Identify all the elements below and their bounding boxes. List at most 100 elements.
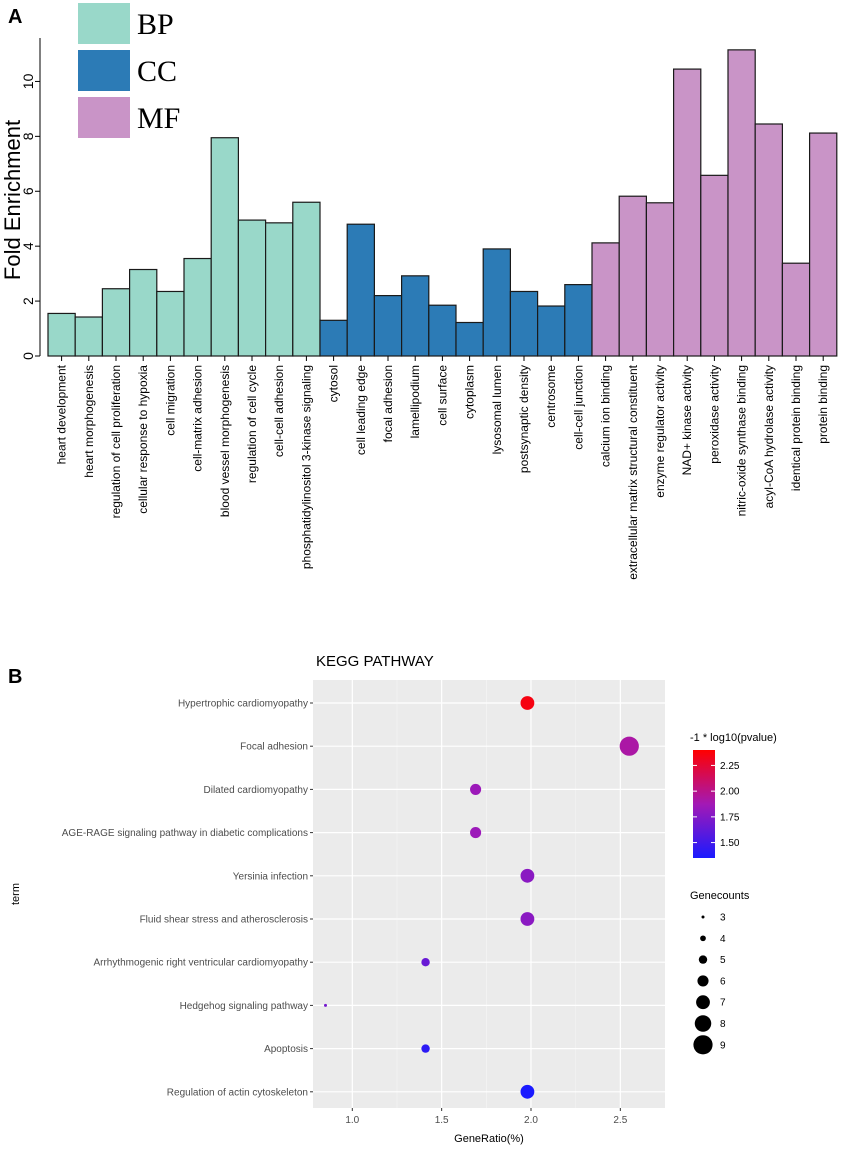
bar [101, 288, 131, 357]
bar [727, 49, 756, 357]
x-tick-label: cell surface [435, 365, 449, 426]
kegg-dot-plot-panel: KEGG PATHWAY Hypertrophic cardiomyopathy… [10, 653, 777, 1145]
y-tick-label: 0 [20, 352, 36, 360]
x-axis: heart development heart morphogenesis regu… [55, 356, 830, 580]
bar [591, 242, 620, 357]
x-tick-label: 2.0 [524, 1115, 538, 1126]
x-tick-label: heart morphogenesis [82, 365, 96, 478]
plot-background [313, 680, 665, 1108]
bar [672, 68, 702, 357]
point [324, 1003, 328, 1007]
x-tick-label: regulation of cell cycle [245, 365, 259, 483]
chart-title: KEGG PATHWAY [316, 653, 434, 670]
term-labels: Hypertrophic cardiomyopathy Focal adhesio… [62, 699, 313, 1098]
bar [482, 248, 512, 357]
y-tick-label: 10 [20, 73, 36, 89]
x-tick-label: lysosomal lumen [490, 365, 504, 454]
bar-chart-legend: BP CC MF [78, 3, 180, 138]
term-label: Fluid shear stress and atherosclerosis [140, 915, 308, 926]
color-bar [693, 750, 715, 858]
color-legend-tick-label: 1.50 [720, 838, 740, 849]
bar [455, 321, 484, 357]
point [520, 696, 535, 710]
x-tick-label: peroxidase activity [707, 365, 721, 464]
bar [645, 202, 675, 357]
bar-group [47, 49, 838, 357]
size-legend-title: Genecounts [690, 890, 750, 902]
bar [74, 316, 103, 357]
term-label: Dilated cardiomyopathy [204, 785, 309, 796]
bar [129, 268, 158, 357]
size-legend-dot [696, 995, 710, 1010]
x-tick-label: cell-matrix adhesion [191, 365, 205, 472]
bar [754, 123, 784, 357]
bar [210, 137, 239, 357]
size-legend-label: 8 [720, 1019, 726, 1030]
y-axis: 0 2 4 6 8 10 [20, 38, 41, 360]
x-tick-label: 1.0 [345, 1115, 359, 1126]
x-tick-label: cytoplasm [463, 365, 477, 419]
x-axis-label: GeneRatio(%) [454, 1133, 524, 1145]
size-legend-label: 5 [720, 955, 726, 966]
term-label: AGE-RAGE signaling pathway in diabetic c… [62, 828, 308, 839]
bar [401, 275, 430, 357]
x-tick-label: cell-cell adhesion [272, 365, 286, 457]
size-legend-dot [694, 1015, 712, 1032]
bar [428, 304, 457, 357]
bar [536, 305, 566, 357]
size-legend-label: 3 [720, 913, 726, 924]
size-legend-label: 4 [720, 934, 726, 945]
grid-lines [313, 680, 665, 1108]
x-tick-label: heart development [55, 364, 69, 464]
point [520, 1084, 535, 1099]
x-tick-label: NAD+ kinase activity [680, 365, 694, 475]
bar-chart-panel: BP CC MF 0 2 4 6 8 10 heart development heart mo… [0, 3, 838, 580]
point [421, 1044, 430, 1053]
x-tick-label: 1.5 [435, 1115, 449, 1126]
x-tick-label: blood vessel morphogenesis [218, 365, 232, 517]
y-tick-label: 8 [20, 132, 36, 140]
bar [47, 312, 76, 357]
x-tick-label: protein binding [816, 365, 830, 444]
bar [292, 201, 321, 357]
term-label: Hypertrophic cardiomyopathy [178, 699, 308, 710]
bar [509, 290, 539, 357]
x-tick-label: enzyme regulator activity [653, 365, 667, 498]
size-legend: Genecounts 3 4 5 6 7 8 9 [690, 890, 750, 1055]
color-legend-title: -1 * log10(pvalue) [690, 732, 777, 744]
x-tick-label: cell migration [163, 365, 177, 436]
point [421, 958, 430, 967]
size-legend-dot [701, 915, 705, 919]
point [470, 783, 482, 795]
color-legend-tick-label: 2.25 [720, 761, 740, 772]
size-legend-label: 9 [720, 1040, 726, 1051]
panel-letter-a: A [8, 6, 22, 28]
x-tick-label: cellular response to hypoxia [136, 365, 150, 514]
x-tick-label: 2.5 [613, 1115, 627, 1126]
term-label: Yersinia infection [233, 871, 308, 882]
x-tick-label: cytosol [327, 365, 341, 402]
x-tick-label: acyl-CoA hydrolase activity [762, 365, 776, 508]
y-tick-label: 6 [20, 187, 36, 195]
x-tick-label: postsynaptic density [517, 365, 531, 473]
x-tick-label: nitric-oxide synthase binding [735, 365, 749, 516]
bar [808, 132, 838, 357]
x-tick-label: extracellular matrix structural constitu… [626, 364, 640, 579]
bar [781, 262, 811, 357]
x-tick-label: focal adhesion [381, 365, 395, 442]
bar [156, 290, 185, 357]
point [619, 736, 639, 756]
term-label: Arrhythmogenic right ventricular cardiom… [93, 958, 308, 969]
legend-swatch-mf [78, 97, 130, 138]
color-legend-tick-label: 1.75 [720, 812, 740, 823]
x-tick-label: centrosome [544, 365, 558, 428]
legend-label-mf: MF [137, 102, 180, 135]
legend-swatch-bp [78, 3, 130, 44]
point [520, 912, 535, 926]
bar [700, 174, 729, 357]
color-legend-tick-label: 2.00 [720, 787, 740, 798]
bar [265, 222, 294, 357]
bar [373, 294, 403, 357]
x-tick-labels: 1.0 1.5 2.0 2.5 [345, 1108, 628, 1126]
